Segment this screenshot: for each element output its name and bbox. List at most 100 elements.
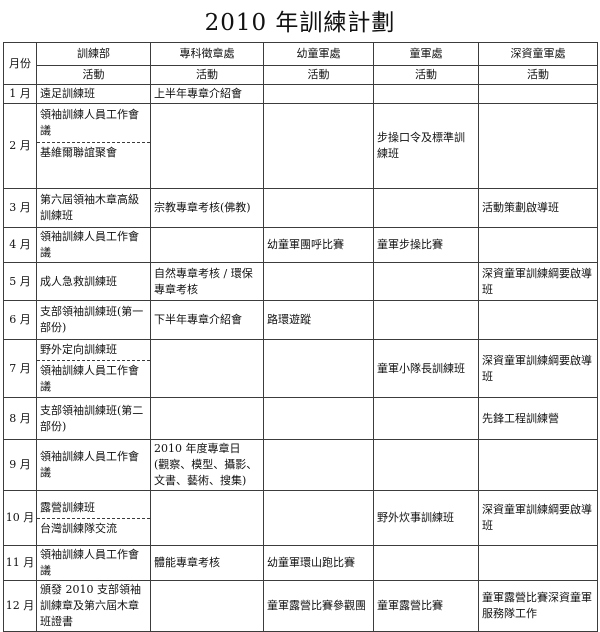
activity-cell <box>478 439 598 491</box>
department-header-venture-scout: 深資童軍處 <box>478 42 598 66</box>
activity-cell <box>373 397 479 440</box>
activity-cell <box>150 339 264 398</box>
activity-cell: 路環遊蹤 <box>263 300 374 340</box>
activity-text: 遠足訓練班 <box>40 87 95 100</box>
activity-cell: 成人急救訓練班 <box>36 262 151 301</box>
activity-cell: 2010 年度專章日 (觀察、模型、攝影、文書、藝術、搜集) <box>150 439 264 491</box>
activity-text: 童軍露營比賽參觀團 <box>267 599 366 612</box>
activity-text: 幼童軍環山跑比賽 <box>267 556 355 569</box>
activity-cell: 領袖訓練人員工作會議 <box>36 545 151 581</box>
activity-cell <box>373 300 479 340</box>
page-title: 2010 年訓練計劃 <box>204 10 396 36</box>
activity-cell: 活動策劃啟導班 <box>478 188 598 228</box>
activity-header: 活動 <box>373 65 479 85</box>
month-header: 月份 <box>3 42 37 85</box>
activity-cell: 領袖訓練人員工作會議 <box>36 227 151 263</box>
month-cell: 7 月 <box>3 339 37 398</box>
activity-text: 領袖訓練人員工作會議 <box>37 360 150 397</box>
activity-header-row: 活動 活動 活動 活動 活動 <box>4 65 598 85</box>
training-plan-table: 月份 訓練部 專科徵章處 幼童軍處 童軍處 深資童軍處 活動 活動 活動 活動 … <box>3 42 598 632</box>
activity-text: 野外定向訓練班 <box>40 343 117 356</box>
table-row: 2 月領袖訓練人員工作會議 基維爾聯誼聚會 步操口令及標準訓練班 <box>3 103 598 189</box>
activity-text: 野外炊事訓練班 <box>377 511 454 524</box>
activity-text: 領袖訓練人員工作會議 <box>40 230 139 259</box>
activity-cell: 自然專章考核 / 環保專章考核 <box>150 262 264 301</box>
activity-text: 自然專章考核 / 環保專章考核 <box>154 266 253 296</box>
activity-cell <box>263 262 374 301</box>
activity-cell <box>150 397 264 440</box>
activity-cell <box>150 103 264 189</box>
activity-text: 領袖訓練人員工作會議 <box>40 450 139 479</box>
month-cell: 2 月 <box>3 103 37 189</box>
activity-cell: 支部領袖訓練班(第二部份) <box>36 397 151 440</box>
activity-cell: 上半年專章介紹會 <box>150 84 264 104</box>
activity-text: 童軍小隊長訓練班 <box>377 361 465 375</box>
activity-text: 支部領袖訓練班(第一部份) <box>40 305 144 334</box>
activity-text: 第六屆領袖木章高級訓練班 <box>40 193 139 222</box>
activity-text: 領袖訓練人員工作會議 <box>40 548 139 577</box>
activity-text: 下半年專章介紹會 <box>154 313 242 326</box>
activity-cell: 野外定向訓練班領袖訓練人員工作會議 <box>36 339 151 398</box>
month-cell: 8 月 <box>3 397 37 440</box>
activity-text: 活動策劃啟導班 <box>482 201 559 214</box>
activity-cell <box>263 84 374 104</box>
table-row: 7 月野外定向訓練班領袖訓練人員工作會議 童軍小隊長訓練班 深資童軍訓練綱要啟導班 <box>3 339 598 398</box>
month-cell: 11 月 <box>3 545 37 581</box>
activity-cell: 幼童軍團呼比賽 <box>263 227 374 263</box>
activity-cell <box>263 397 374 440</box>
month-cell: 4 月 <box>3 227 37 263</box>
activity-cell: 宗教專章考核(佛教) <box>150 188 264 228</box>
table-row: 10 月露營訓練班台灣訓練隊交流 野外炊事訓練班 深資童軍訓練綱要啟導班 <box>3 490 598 546</box>
activity-cell <box>150 227 264 263</box>
department-header-training: 訓練部 <box>36 42 151 66</box>
month-cell: 9 月 <box>3 439 37 491</box>
month-cell: 5 月 <box>3 262 37 301</box>
activity-cell: 先鋒工程訓練營 <box>478 397 598 440</box>
activity-cell: 支部領袖訓練班(第一部份) <box>36 300 151 340</box>
activity-cell <box>150 580 264 632</box>
activity-cell: 步操口令及標準訓練班 <box>373 103 479 189</box>
activity-cell: 下半年專章介紹會 <box>150 300 264 340</box>
activity-text: 幼童軍團呼比賽 <box>267 238 344 251</box>
activity-text: 深資童軍訓練綱要啟導班 <box>482 266 592 296</box>
activity-text: 先鋒工程訓練營 <box>482 411 559 425</box>
page: 2010 年訓練計劃 月份 訓練部 專科徵章處 幼童軍處 童軍處 深資童軍處 活… <box>0 3 600 632</box>
activity-cell: 深資童軍訓練綱要啟導班 <box>478 339 598 398</box>
activity-cell <box>373 545 479 581</box>
activity-cell <box>373 84 479 104</box>
activity-cell: 深資童軍訓練綱要啟導班 <box>478 490 598 546</box>
activity-cell: 深資童軍訓練綱要啟導班 <box>478 262 598 301</box>
activity-text: 體能專章考核 <box>154 556 220 569</box>
activity-text: 領袖訓練人員工作會議 <box>40 108 139 137</box>
activity-text: 童軍步操比賽 <box>377 238 443 251</box>
month-cell: 12 月 <box>3 580 37 632</box>
activity-text: 露營訓練班 <box>40 500 95 514</box>
month-cell: 10 月 <box>3 490 37 546</box>
activity-text: 童軍露營比賽 <box>377 599 443 612</box>
activity-text: 頒發 2010 支部領袖訓練章及第六屆木章班證書 <box>40 583 141 628</box>
month-cell: 6 月 <box>3 300 37 340</box>
activity-cell: 露營訓練班台灣訓練隊交流 <box>36 490 151 546</box>
activity-cell: 體能專章考核 <box>150 545 264 581</box>
activity-header: 活動 <box>478 65 598 85</box>
table-row: 11 月領袖訓練人員工作會議 體能專章考核 幼童軍環山跑比賽 <box>3 545 598 581</box>
activity-header: 活動 <box>263 65 374 85</box>
activity-text: 上半年專章介紹會 <box>154 87 242 100</box>
activity-text: 宗教專章考核(佛教) <box>154 201 251 214</box>
table-row: 1 月遠足訓練班 上半年專章介紹會 <box>3 84 598 104</box>
month-cell: 1 月 <box>3 84 37 104</box>
activity-cell <box>373 439 479 491</box>
table-row: 9 月領袖訓練人員工作會議 2010 年度專章日 (觀察、模型、攝影、文書、藝術、搜… <box>3 439 598 491</box>
activity-cell <box>478 227 598 263</box>
department-header-scout: 童軍處 <box>373 42 479 66</box>
activity-cell <box>263 103 374 189</box>
table-row: 5 月成人急救訓練班 自然專章考核 / 環保專章考核 深資童軍訓練綱要啟導班 <box>3 262 598 301</box>
activity-text: (觀察、模型、攝影、文書、藝術、搜集) <box>154 458 258 487</box>
table-row: 8 月支部領袖訓練班(第二部份) 先鋒工程訓練營 <box>3 397 598 440</box>
activity-cell <box>373 188 479 228</box>
activity-cell <box>263 490 374 546</box>
table-row: 4 月領袖訓練人員工作會議 幼童軍團呼比賽 童軍步操比賽 <box>3 227 598 263</box>
table-row: 6 月支部領袖訓練班(第一部份) 下半年專章介紹會 路環遊蹤 <box>3 300 598 340</box>
activity-text: 台灣訓練隊交流 <box>37 517 150 539</box>
activity-cell: 童軍小隊長訓練班 <box>373 339 479 398</box>
